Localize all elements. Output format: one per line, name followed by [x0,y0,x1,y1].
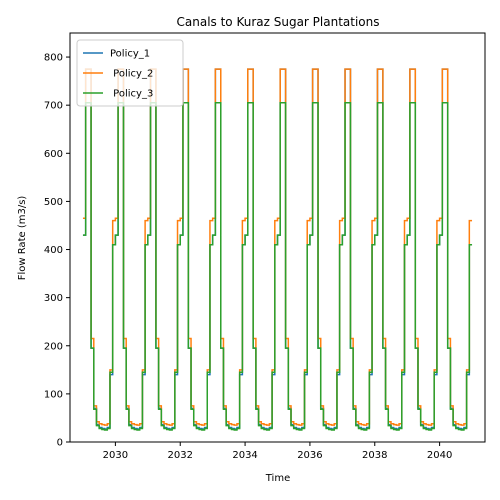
y-tick-label: 200 [44,341,63,352]
series-line-2 [82,68,473,426]
y-tick-label: 300 [44,293,63,304]
y-axis-label: Flow Rate (m3/s) [17,196,28,281]
plot-area [82,68,473,431]
legend-label-3: Policy_3 [110,89,153,100]
series-line-3 [82,102,473,431]
x-tick-label: 2040 [427,450,452,461]
y-axis-ticks: 0 100 200 300 400 500 600 700 800 [44,53,70,449]
y-tick-label: 400 [44,245,63,256]
chart-title: Canals to Kuraz Sugar Plantations [177,15,380,29]
y-tick-label: 0 [57,438,63,449]
y-tick-label: 700 [44,101,63,112]
legend: Policy_1 Policy_2 Policy_3 [76,39,184,107]
x-tick-label: 2038 [362,450,387,461]
y-tick-label: 800 [44,53,63,64]
x-tick-label: 2034 [232,450,257,461]
legend-label-2: Policy_2 [110,69,153,80]
x-tick-label: 2036 [297,450,322,461]
x-axis-ticks: 2030 2032 2034 2036 2038 2040 [103,442,452,461]
axes-frame [69,32,486,443]
x-axis-label: Time [265,473,290,484]
legend-box [76,39,184,107]
y-tick-label: 500 [44,197,63,208]
x-tick-label: 2032 [168,450,193,461]
y-tick-label: 100 [44,389,63,400]
legend-label-1: Policy_1 [110,49,150,60]
x-tick-label: 2030 [103,450,128,461]
y-tick-label: 600 [44,149,63,160]
